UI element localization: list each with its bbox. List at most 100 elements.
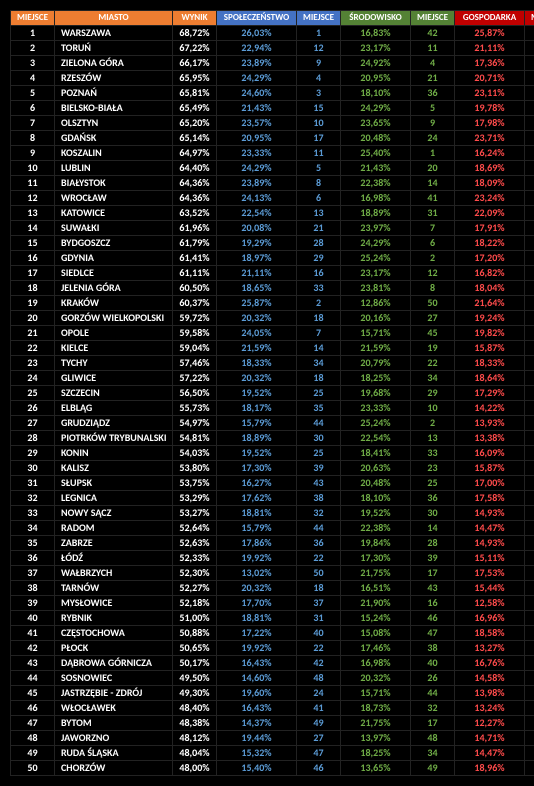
table-row: 20GORZÓW WIELKOPOLSKI59,72%20,32%1820,16… [11,311,534,326]
cell-city: ZABRZE [55,536,173,551]
cell-socr: 18 [297,371,341,386]
cell-city: SŁUPSK [55,476,173,491]
cell-city: TARNÓW [55,581,173,596]
table-row: 42PŁOCK50,65%19,92%2217,46%3813,27%47 [11,641,534,656]
cell-env: 19,52% [341,506,411,521]
cell-result: 64,97% [173,146,217,161]
table-row: 11BIAŁYSTOK64,36%23,89%822,38%1418,09%18 [11,176,534,191]
cell-city: LUBLIN [55,161,173,176]
cell-envr: 46 [411,611,455,626]
cell-socr: 31 [297,611,341,626]
cell-env: 22,54% [341,431,411,446]
cell-eco: 18,69% [455,161,525,176]
cell-socr: 10 [297,116,341,131]
cell-socr: 1 [297,26,341,41]
cell-city: JASTRZĘBIE - ZDRÓJ [55,686,173,701]
cell-rank: 10 [11,161,55,176]
table-row: 22KIELCE59,04%21,59%1421,59%1915,87%33 [11,341,534,356]
cell-city: WARSZAWA [55,26,173,41]
cell-soc: 17,70% [217,596,297,611]
cell-city: SZCZECIN [55,386,173,401]
cell-rank: 35 [11,536,55,551]
cell-soc: 22,54% [217,206,297,221]
cell-eco: 14,93% [455,536,525,551]
cell-env: 12,86% [341,296,411,311]
cell-envr: 36 [411,491,455,506]
cell-rank: 22 [11,341,55,356]
cell-rank: 27 [11,416,55,431]
cell-soc: 18,33% [217,356,297,371]
cell-city: GDAŃSK [55,131,173,146]
cell-envr: 33 [411,446,455,461]
cell-city: SIEDLCE [55,266,173,281]
cell-socr: 17 [297,131,341,146]
cell-env: 23,17% [341,266,411,281]
cell-result: 50,65% [173,641,217,656]
cell-eco: 12,58% [455,596,525,611]
cell-socr: 35 [297,401,341,416]
cell-env: 16,83% [341,26,411,41]
cell-envr: 49 [411,761,455,776]
cell-env: 21,75% [341,716,411,731]
cell-soc: 18,65% [217,281,297,296]
cell-socr: 3 [297,86,341,101]
cell-eco: 15,87% [455,461,525,476]
cell-result: 48,40% [173,701,217,716]
h-society: SPOŁECZEŃSTWO [217,11,297,26]
cell-envr: 5 [411,101,455,116]
cell-result: 59,58% [173,326,217,341]
cell-ecor: 14 [525,371,534,386]
cell-rank: 11 [11,176,55,191]
cell-city: BIELSKO-BIAŁA [55,101,173,116]
cell-rank: 38 [11,581,55,596]
cell-env: 20,79% [341,356,411,371]
cell-result: 60,50% [173,281,217,296]
cell-rank: 9 [11,146,55,161]
cell-eco: 21,11% [455,41,525,56]
cell-eco: 17,53% [455,566,525,581]
cell-env: 20,48% [341,476,411,491]
cell-env: 22,38% [341,521,411,536]
cell-eco: 13,24% [455,701,525,716]
cell-envr: 25 [411,476,455,491]
cell-eco: 13,27% [455,641,525,656]
cell-soc: 18,97% [217,251,297,266]
cell-socr: 39 [297,461,341,476]
cell-result: 59,72% [173,311,217,326]
cell-env: 23,81% [341,281,411,296]
cell-city: ELBLĄG [55,401,173,416]
cell-socr: 16 [297,266,341,281]
cell-envr: 43 [411,581,455,596]
cell-socr: 27 [297,731,341,746]
cell-env: 13,65% [341,761,411,776]
cell-socr: 22 [297,641,341,656]
cell-ecor: 26 [525,251,534,266]
h-result: WYNIK [173,11,217,26]
cell-soc: 16,43% [217,701,297,716]
cell-rank: 19 [11,296,55,311]
cell-env: 18,25% [341,371,411,386]
cell-envr: 20 [411,161,455,176]
cell-city: KOSZALIN [55,146,173,161]
cell-env: 18,10% [341,491,411,506]
cell-result: 61,96% [173,221,217,236]
cell-env: 25,24% [341,416,411,431]
cell-ecor: 43 [525,401,534,416]
cell-eco: 18,64% [455,371,525,386]
cell-env: 21,75% [341,566,411,581]
table-row: 7OLSZTYN65,20%23,57%1023,65%917,98%20 [11,116,534,131]
cell-envr: 39 [411,551,455,566]
cell-socr: 37 [297,596,341,611]
cell-env: 20,16% [341,311,411,326]
cell-soc: 23,33% [217,146,297,161]
cell-ecor: 5 [525,206,534,221]
cell-result: 66,17% [173,56,217,71]
cell-ecor: 19 [525,281,534,296]
cell-socr: 44 [297,416,341,431]
table-row: 26ELBLĄG55,73%18,17%3523,33%1014,22%43 [11,401,534,416]
cell-envr: 2 [411,416,455,431]
cell-envr: 21 [411,71,455,86]
table-row: 19KRAKÓW60,37%25,87%212,86%5021,64%6 [11,296,534,311]
cell-eco: 15,87% [455,341,525,356]
cell-env: 21,59% [341,341,411,356]
